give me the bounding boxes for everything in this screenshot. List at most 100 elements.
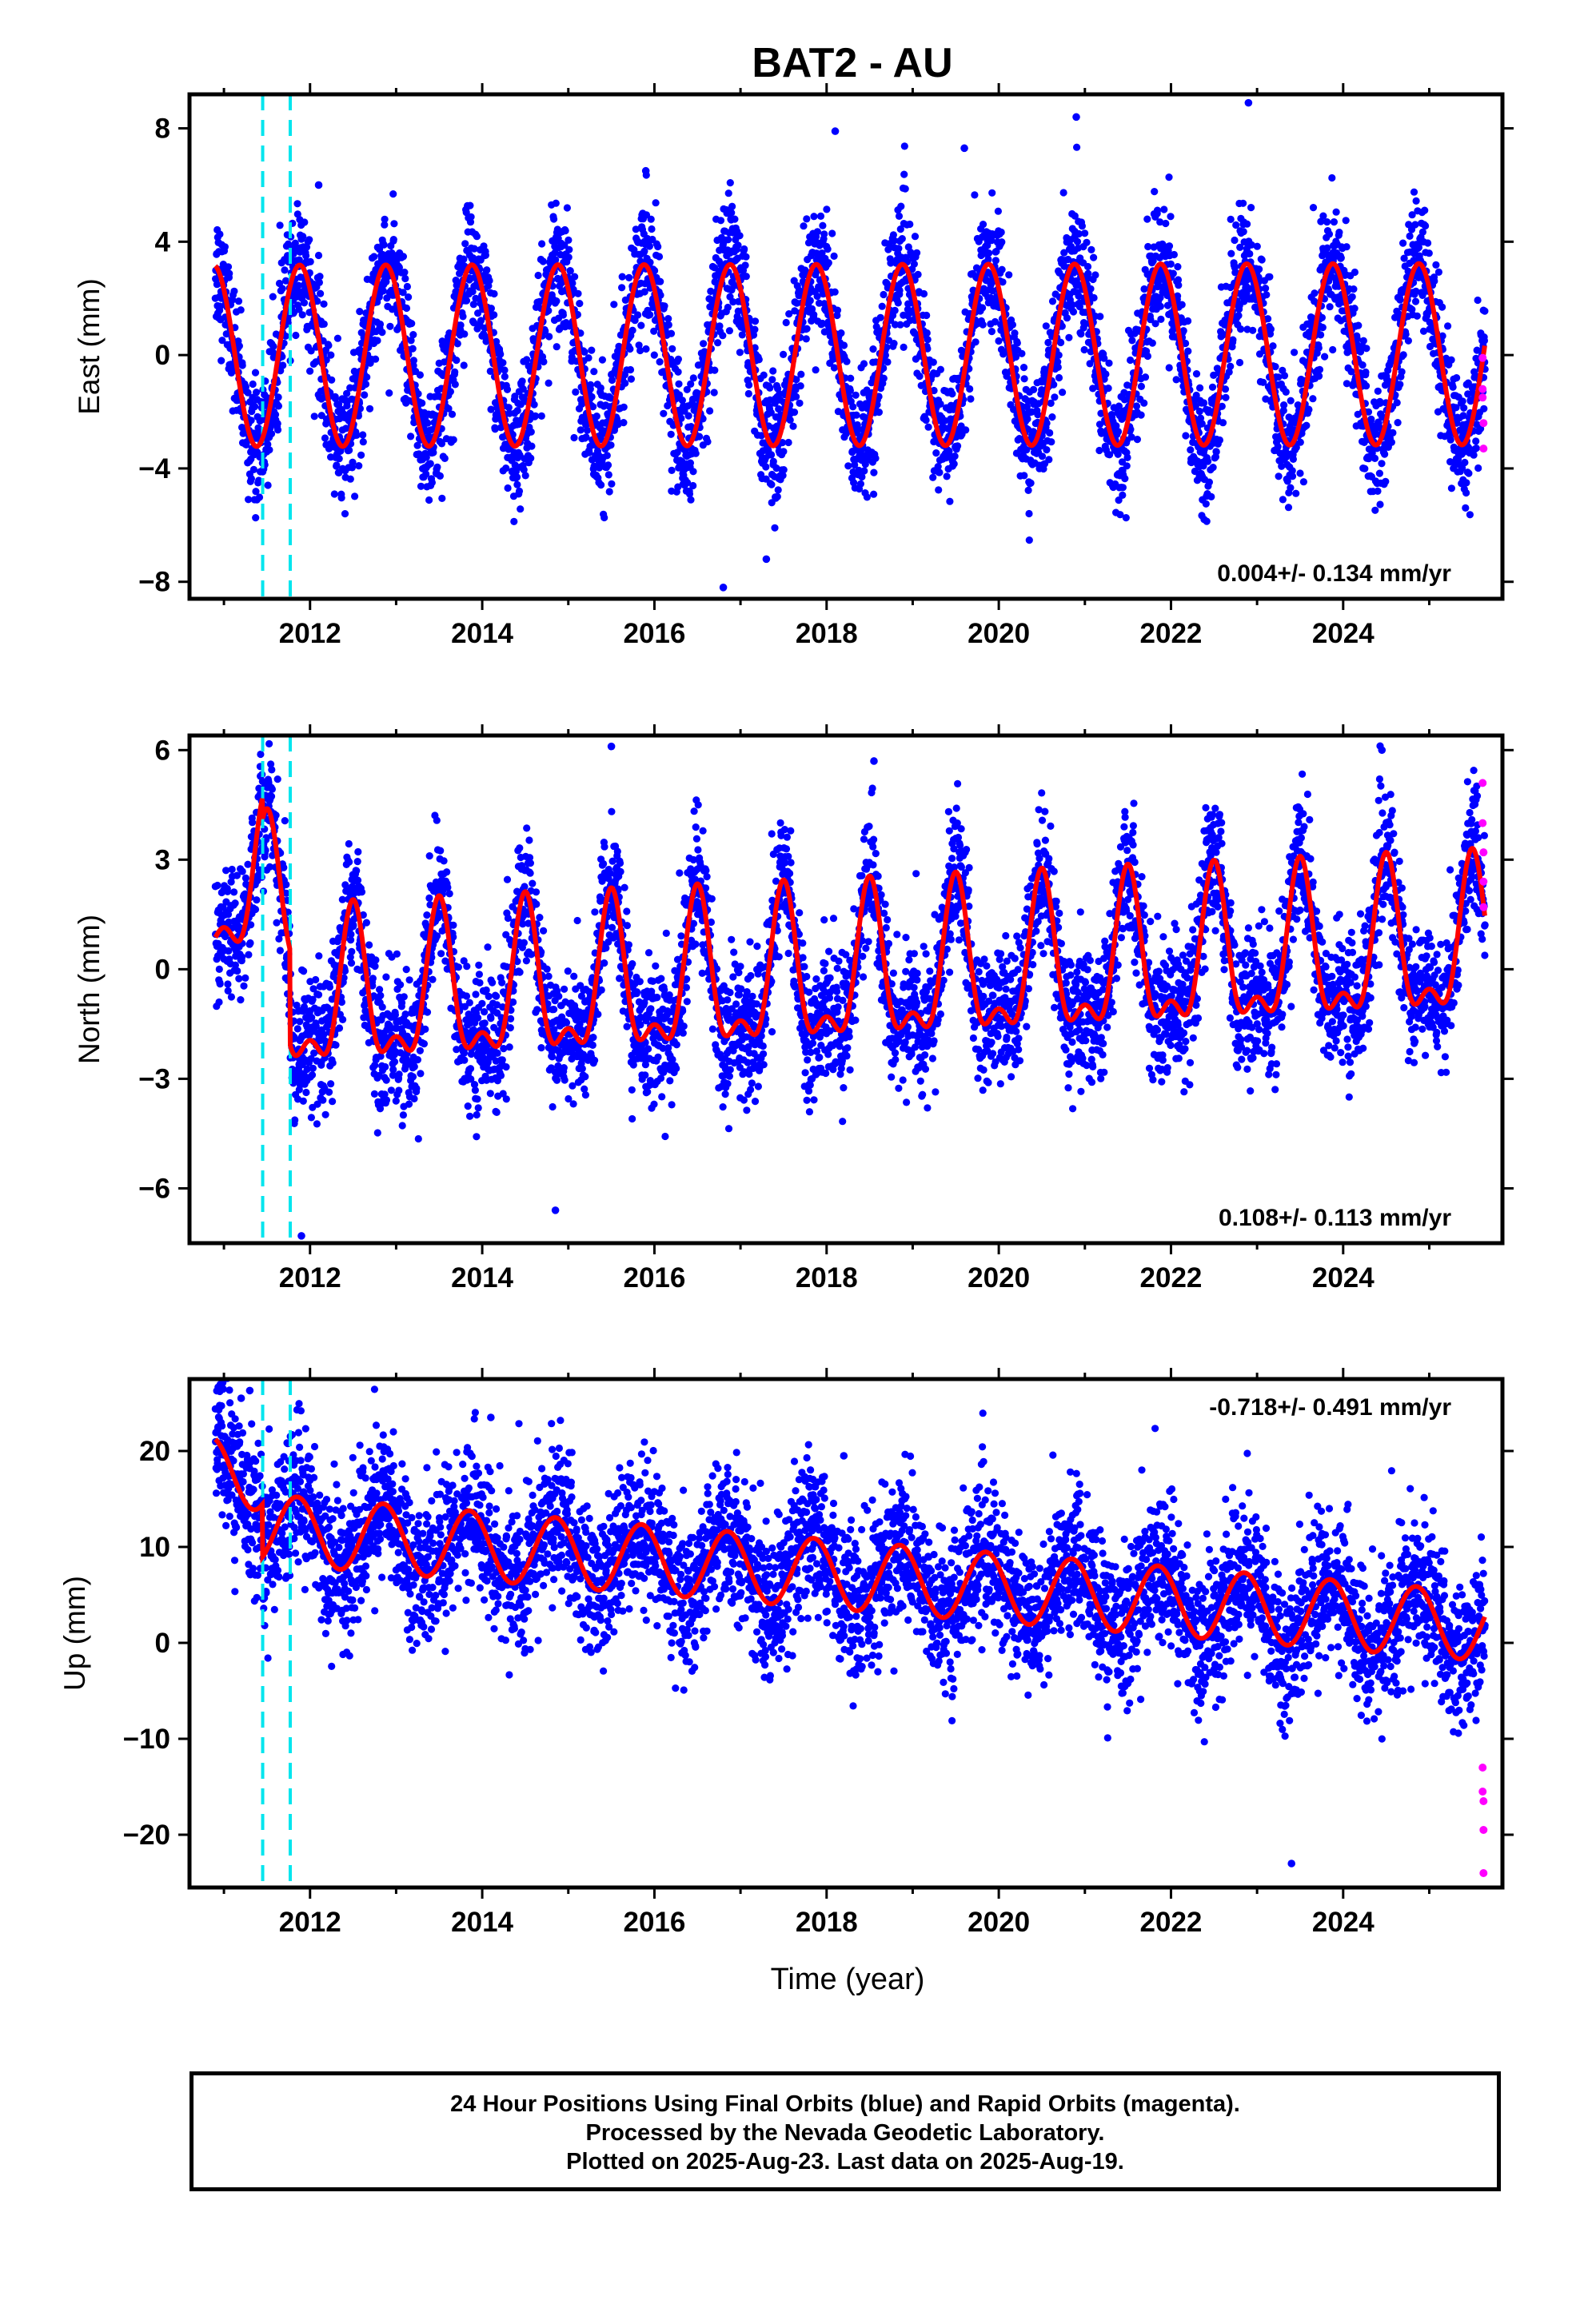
final-orbit-point	[461, 330, 468, 337]
final-orbit-point	[1096, 313, 1103, 320]
final-orbit-point	[1410, 189, 1418, 196]
final-orbit-point	[450, 436, 457, 444]
final-orbit-point	[510, 518, 517, 525]
final-orbit-point	[528, 443, 535, 450]
final-orbit-point	[1142, 373, 1149, 381]
final-orbit-point	[789, 423, 796, 430]
final-orbit-point	[597, 385, 604, 392]
rapid-orbit-point	[1478, 393, 1486, 401]
final-orbit-point	[665, 321, 672, 329]
final-orbit-point	[404, 283, 411, 290]
final-orbit-point	[745, 381, 752, 389]
final-orbit-point	[742, 253, 749, 261]
final-orbit-point	[1227, 363, 1234, 370]
final-orbit-point	[1462, 479, 1470, 486]
final-orbit-point	[998, 229, 1005, 236]
final-orbit-point	[587, 381, 594, 389]
final-orbit-point	[780, 448, 787, 455]
final-orbit-point	[992, 257, 999, 264]
final-orbit-point	[1275, 472, 1283, 480]
final-orbit-point	[1315, 345, 1323, 352]
final-orbit-point	[1151, 188, 1158, 195]
final-orbit-point	[619, 273, 626, 281]
final-orbit-point	[1243, 221, 1251, 228]
final-orbit-point	[513, 481, 521, 488]
final-orbit-point	[1184, 348, 1191, 355]
final-orbit-point	[1285, 504, 1292, 511]
final-orbit-point	[924, 336, 932, 343]
final-orbit-point	[1349, 293, 1356, 301]
final-orbit-point	[1200, 399, 1207, 406]
final-orbit-point	[418, 400, 425, 407]
final-orbit-point	[599, 357, 606, 364]
final-orbit-point	[545, 380, 553, 387]
final-orbit-point	[967, 395, 974, 402]
final-orbit-point	[843, 358, 850, 365]
final-orbit-point	[405, 293, 412, 301]
final-orbit-point	[1179, 301, 1186, 309]
final-orbit-point	[700, 340, 707, 347]
final-orbit-point	[1323, 218, 1331, 225]
final-orbit-point	[1303, 422, 1310, 429]
final-orbit-point	[840, 341, 848, 349]
final-orbit-point	[327, 352, 334, 359]
final-orbit-point	[900, 171, 908, 178]
final-orbit-point	[1422, 222, 1429, 229]
final-orbit-point	[417, 371, 424, 378]
final-orbit-point	[660, 410, 667, 417]
final-orbit-point	[265, 446, 273, 453]
final-orbit-point	[1239, 200, 1247, 207]
final-orbit-point	[668, 330, 675, 337]
final-orbit-point	[696, 433, 703, 440]
final-orbit-point	[985, 249, 992, 257]
final-orbit-point	[1081, 229, 1088, 237]
final-orbit-point	[1203, 500, 1210, 508]
final-orbit-point	[900, 344, 908, 351]
final-orbit-point	[1079, 222, 1086, 229]
final-orbit-point	[1182, 432, 1189, 439]
final-orbit-point	[937, 366, 944, 373]
final-orbit-point	[357, 452, 365, 459]
final-orbit-point	[720, 584, 728, 592]
final-orbit-point	[925, 424, 932, 431]
final-orbit-point	[1187, 446, 1194, 453]
final-orbit-point	[1287, 484, 1294, 492]
final-orbit-point	[604, 461, 612, 468]
final-orbit-point	[810, 311, 817, 318]
final-orbit-point	[1263, 291, 1270, 298]
final-orbit-point	[1448, 484, 1455, 492]
final-orbit-point	[660, 302, 668, 309]
final-orbit-point	[316, 273, 323, 280]
final-orbit-point	[1300, 478, 1307, 485]
final-orbit-point	[687, 460, 694, 467]
final-orbit-point	[1374, 488, 1381, 495]
final-orbit-point	[915, 271, 922, 278]
final-orbit-point	[728, 209, 735, 217]
final-orbit-point	[356, 308, 363, 315]
final-orbit-point	[361, 391, 368, 398]
final-orbit-point	[517, 505, 524, 512]
final-orbit-point	[401, 275, 409, 282]
final-orbit-point	[553, 297, 560, 305]
final-orbit-point	[852, 392, 860, 399]
final-orbit-point	[1415, 244, 1422, 251]
final-orbit-point	[1351, 269, 1359, 276]
final-orbit-point	[1231, 237, 1238, 244]
final-orbit-point	[516, 488, 523, 495]
final-orbit-point	[656, 278, 664, 285]
final-orbit-point	[1222, 394, 1229, 401]
final-orbit-point	[1047, 400, 1055, 407]
final-orbit-point	[766, 385, 773, 392]
final-orbit-point	[341, 510, 349, 517]
final-orbit-point	[768, 481, 775, 488]
final-orbit-point	[1287, 397, 1295, 405]
final-orbit-point	[1055, 364, 1062, 371]
final-orbit-point	[274, 426, 281, 433]
final-orbit-point	[338, 494, 345, 501]
final-orbit-point	[457, 321, 465, 329]
final-orbit-point	[1343, 217, 1350, 224]
final-orbit-point	[869, 345, 876, 353]
y-axis-title: East (mm)	[73, 278, 106, 415]
final-orbit-point	[803, 215, 810, 222]
